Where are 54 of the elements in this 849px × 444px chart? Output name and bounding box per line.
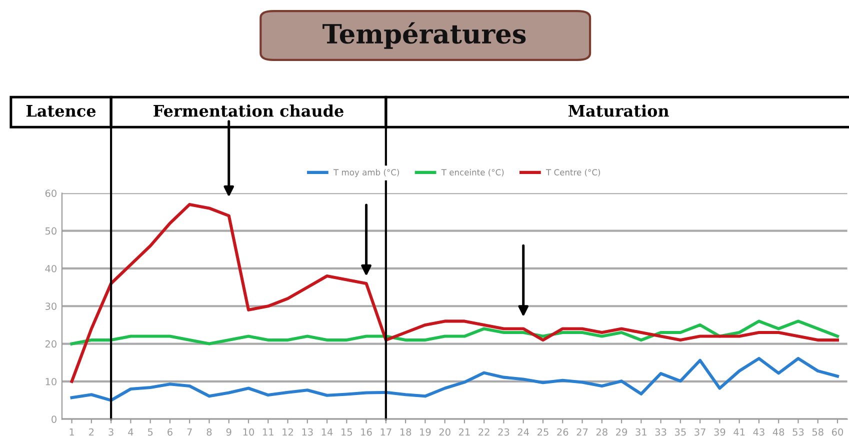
x-tick-label: 29: [616, 428, 628, 436]
legend-label: T moy amb (°C): [333, 169, 399, 178]
x-tick-label: 39: [714, 428, 726, 436]
chart-title: Températures: [322, 22, 526, 49]
x-tick-label: 24: [518, 428, 529, 436]
x-tick-label: 6: [168, 428, 172, 436]
x-tick-label: 43: [753, 428, 764, 436]
legend-label: T Centre (°C): [546, 169, 600, 176]
y-tick-label: 50: [45, 227, 56, 235]
x-tick-label: 18: [400, 428, 412, 436]
x-tick-label: 2: [89, 428, 94, 436]
x-tick-label: 41: [734, 428, 745, 436]
x-tick-label: 53: [792, 428, 804, 436]
text: Fermentation chaude: [154, 104, 344, 117]
legend-label: T enceinte (°C): [441, 169, 504, 176]
x-tick-label: 25: [538, 428, 548, 436]
y-tick-label: 0: [52, 416, 56, 423]
x-tick-label: 33: [655, 428, 666, 436]
text: Maturation: [568, 104, 669, 117]
x-tick-label: 8: [206, 428, 212, 436]
x-tick-label: 15: [342, 428, 352, 436]
x-tick-label: 31: [636, 428, 646, 436]
y-tick-label: 60: [45, 190, 56, 197]
x-tick-label: 22: [478, 428, 490, 436]
x-tick-label: 20: [439, 428, 450, 436]
x-tick-label: 7: [187, 428, 192, 436]
x-tick-label: 28: [596, 428, 608, 436]
x-tick-label: 60: [832, 428, 844, 436]
x-tick-label: 11: [263, 428, 274, 436]
x-tick-label: 14: [322, 428, 333, 436]
y-tick-label: 20: [45, 340, 56, 348]
x-tick-label: 35: [674, 428, 686, 436]
x-tick-label: 21: [458, 428, 470, 436]
x-tick-label: 48: [772, 428, 784, 436]
x-tick-label: 3: [108, 428, 114, 436]
text: Latence: [26, 104, 96, 117]
x-tick-label: 17: [380, 428, 392, 436]
y-tick-label: 40: [45, 264, 56, 272]
x-tick-label: 37: [694, 428, 706, 436]
x-tick-label: 1: [70, 428, 74, 436]
x-tick-label: 16: [361, 428, 372, 436]
x-tick-label: 23: [498, 428, 510, 436]
x-tick-label: 10: [243, 428, 254, 436]
y-tick-label: 30: [45, 302, 56, 310]
x-tick-label: 5: [148, 428, 153, 436]
x-tick-label: 4: [128, 428, 134, 436]
x-tick-label: 26: [557, 428, 568, 436]
x-tick-label: 58: [812, 428, 824, 436]
x-tick-label: 13: [302, 428, 313, 436]
x-tick-label: 27: [576, 428, 588, 436]
x-tick-label: 9: [226, 428, 232, 436]
y-tick-label: 10: [46, 378, 56, 386]
x-tick-label: 12: [282, 428, 293, 436]
x-tick-label: 19: [420, 428, 431, 436]
